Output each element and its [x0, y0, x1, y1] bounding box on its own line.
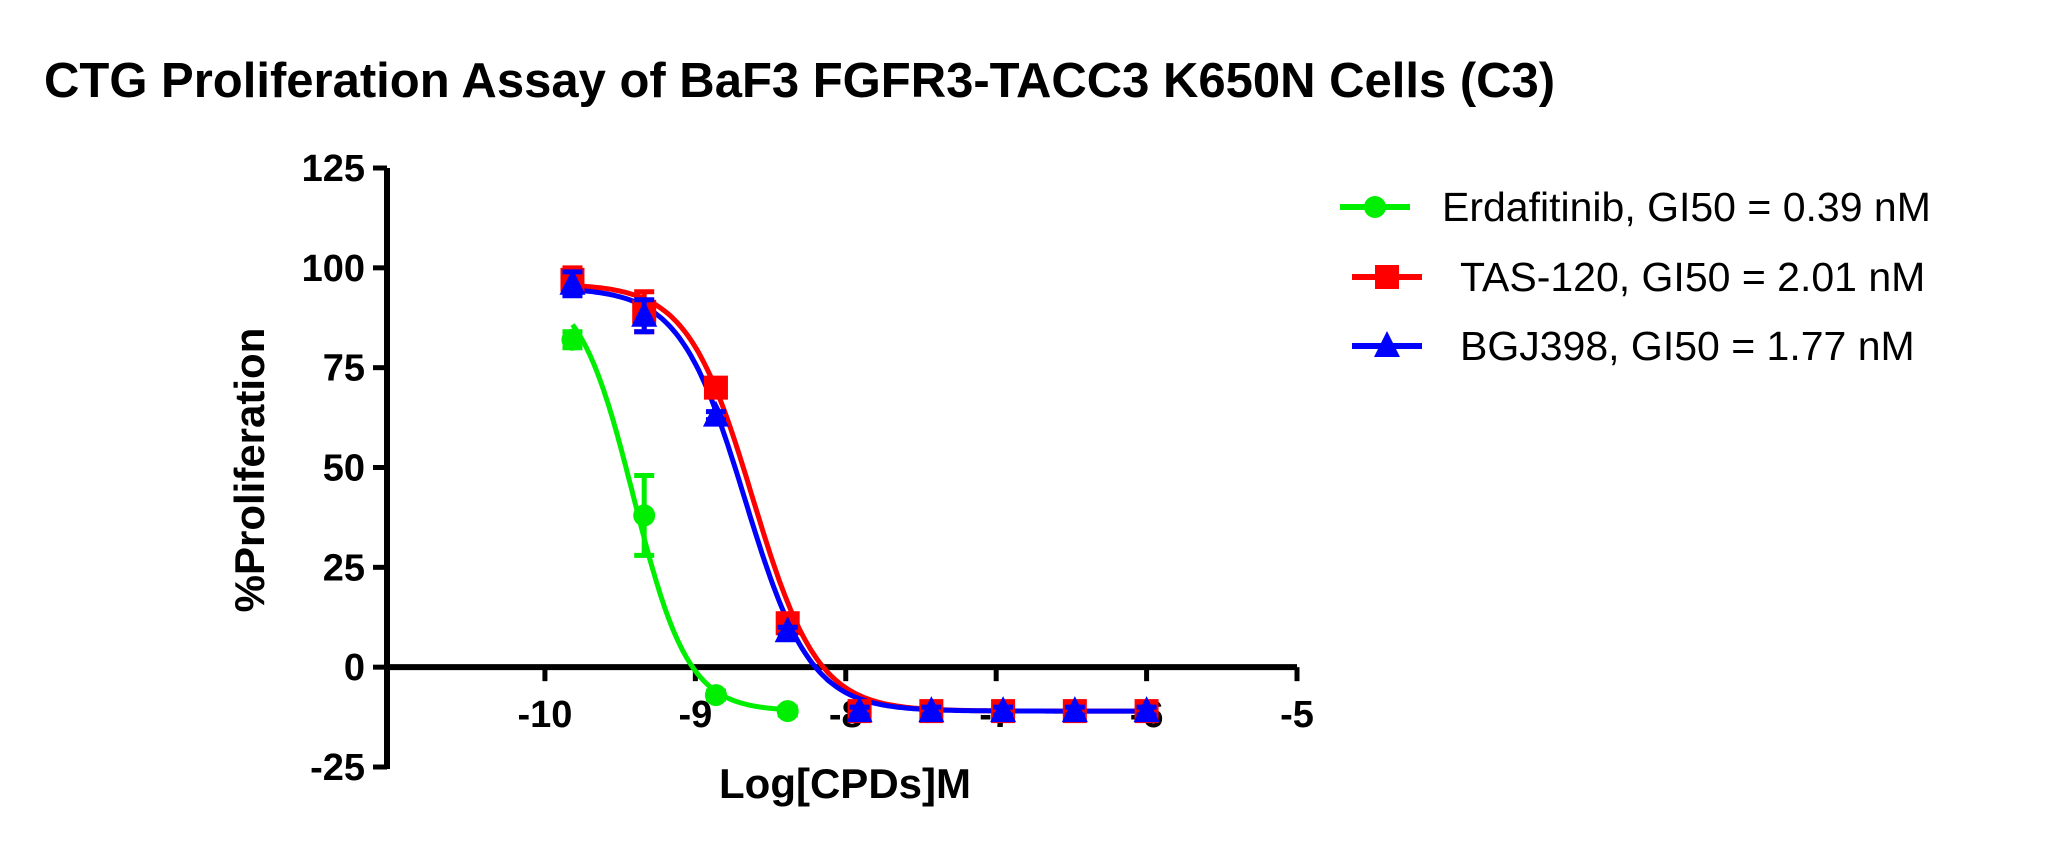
legend-marker-circle — [1364, 196, 1386, 218]
data-point — [918, 696, 945, 723]
y-tick-label: 25 — [323, 547, 365, 589]
fit-curve-2 — [572, 287, 1147, 714]
chart-title: CTG Proliferation Assay of BaF3 FGFR3-TA… — [44, 54, 1555, 108]
legend-label: BGJ398, GI50 = 1.77 nM — [1460, 323, 1915, 369]
data-point — [776, 700, 799, 723]
data-points — [559, 265, 1160, 724]
x-axis-label: Log[CPDs]M — [719, 760, 971, 807]
data-point — [561, 328, 584, 351]
y-tick-label: 0 — [344, 647, 365, 689]
y-tick-label: -25 — [310, 747, 365, 789]
x-tick-label: -5 — [1280, 694, 1314, 736]
data-point — [702, 400, 729, 427]
legend-marker-triangle — [1374, 331, 1400, 357]
data-point — [1133, 696, 1160, 723]
y-tick-label: 100 — [302, 248, 365, 290]
data-point — [846, 696, 873, 723]
fit-curve-1 — [572, 283, 1147, 714]
y-tick-label: 75 — [323, 348, 365, 390]
data-point — [990, 696, 1017, 723]
legend-marker-square — [1375, 265, 1399, 289]
data-point — [559, 268, 586, 295]
data-point — [1061, 696, 1088, 723]
y-tick-label: 125 — [302, 148, 365, 190]
y-axis-label: %Proliferation — [226, 328, 273, 613]
x-tick-label: -10 — [517, 694, 572, 736]
y-tick-label: 50 — [323, 448, 365, 490]
fit-curve-0 — [570, 323, 788, 713]
fit-curves — [570, 283, 1147, 714]
legend-label: Erdafitinib, GI50 = 0.39 nM — [1442, 184, 1931, 230]
legend: Erdafitinib, GI50 = 0.39 nM TAS-120, GI50… — [1340, 184, 1931, 369]
data-point — [633, 504, 656, 527]
data-point — [631, 300, 658, 327]
legend-label: TAS-120, GI50 = 2.01 nM — [1460, 254, 1925, 300]
data-point — [774, 616, 801, 643]
data-point — [704, 684, 727, 707]
data-point — [703, 375, 728, 400]
